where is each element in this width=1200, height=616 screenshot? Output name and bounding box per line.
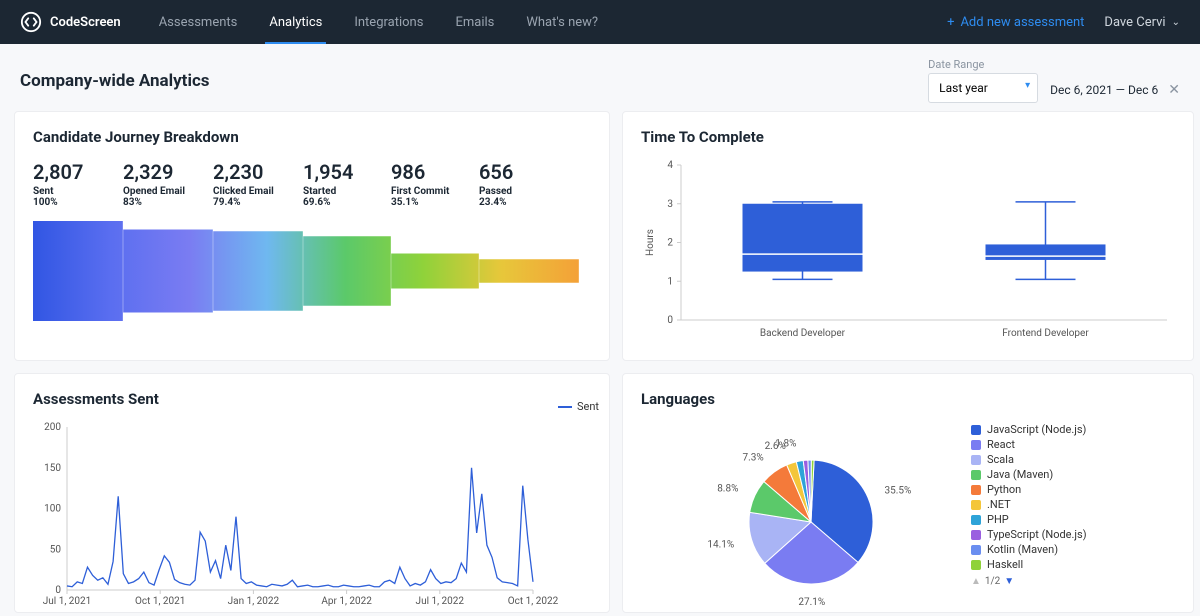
lang-card: Languages 35.5%27.1%14.1%8.8%7.3%2.6%1.8… — [622, 373, 1194, 613]
svg-text:Jan 1, 2022: Jan 1, 2022 — [228, 596, 280, 607]
svg-text:7.3%: 7.3% — [743, 452, 764, 463]
svg-text:Apr 1, 2022: Apr 1, 2022 — [321, 596, 372, 607]
svg-text:35.5%: 35.5% — [885, 485, 912, 496]
date-range-select[interactable]: Last year — [928, 73, 1038, 103]
nav-item-assessments[interactable]: Assessments — [145, 0, 252, 44]
svg-text:100: 100 — [44, 504, 61, 515]
sent-title: Assessments Sent — [33, 390, 591, 408]
page-header: Company-wide Analytics Date Range Last y… — [0, 44, 1200, 111]
lang-title: Languages — [641, 390, 1175, 408]
lang-legend-item: Kotlin (Maven) — [971, 542, 1087, 557]
svg-text:8.8%: 8.8% — [717, 483, 738, 494]
lang-legend-item: Python — [971, 482, 1087, 497]
top-nav: CodeScreen AssessmentsAnalyticsIntegrati… — [0, 0, 1200, 44]
chevron-down-icon: ⌄ — [1172, 17, 1180, 28]
lang-legend-item: JavaScript (Node.js) — [971, 422, 1087, 437]
lang-legend-item: .NET — [971, 497, 1087, 512]
lang-legend-item: Scala — [971, 452, 1087, 467]
date-range-text: Dec 6, 2021 — Dec 6 — [1050, 83, 1158, 97]
svg-text:3: 3 — [667, 199, 673, 210]
svg-text:200: 200 — [44, 422, 61, 433]
svg-text:27.1%: 27.1% — [798, 597, 825, 608]
svg-text:14.1%: 14.1% — [707, 540, 734, 551]
svg-text:Hours: Hours — [645, 229, 656, 256]
sent-legend: Sent — [558, 400, 599, 413]
add-assessment-label: Add new assessment — [960, 15, 1084, 30]
sent-card: Assessments Sent Sent 0 50 100 150 200 Jul 1,… — [14, 373, 610, 613]
sent-chart: 0 50 100 150 200 Jul 1, 2021 Oct 1, 2021 Jan 1,… — [33, 422, 593, 612]
lang-legend-item: Java (Maven) — [971, 467, 1087, 482]
svg-text:1: 1 — [667, 276, 673, 287]
nav-item-emails[interactable]: Emails — [441, 0, 508, 44]
funnel-stage: 1,954Started69.6% — [303, 160, 391, 208]
svg-text:Frontend Developer: Frontend Developer — [1002, 328, 1089, 339]
nav-item-integrations[interactable]: Integrations — [340, 0, 437, 44]
funnel-stage: 2,329Opened Email83% — [123, 160, 213, 208]
funnel-card: Candidate Journey Breakdown 2,807Sent100… — [14, 111, 610, 361]
funnel-stage: 656Passed23.4% — [479, 160, 579, 208]
svg-text:0: 0 — [55, 585, 61, 596]
funnel-stage: 986First Commit35.1% — [391, 160, 479, 208]
brand-label: CodeScreen — [50, 15, 121, 30]
lang-legend-item: Haskell — [971, 557, 1087, 572]
funnel-chart — [33, 216, 593, 326]
svg-text:Backend Developer: Backend Developer — [760, 328, 846, 339]
funnel-stage: 2,807Sent100% — [33, 160, 123, 208]
svg-text:Oct 1, 2021: Oct 1, 2021 — [135, 596, 185, 607]
svg-text:2: 2 — [667, 238, 673, 249]
add-assessment-button[interactable]: + Add new assessment — [947, 15, 1084, 30]
svg-text:1.8%: 1.8% — [775, 438, 796, 449]
lang-legend-item: PHP — [971, 512, 1087, 527]
time-chart: 0 1 2 3 4 Hours Backend Developer Frontend Deve… — [641, 160, 1177, 350]
date-range-label: Date Range — [928, 58, 1038, 71]
lang-legend: JavaScript (Node.js)ReactScalaJava (Mave… — [971, 422, 1087, 572]
nav-item-analytics[interactable]: Analytics — [255, 0, 336, 44]
brand: CodeScreen — [20, 11, 121, 33]
user-menu[interactable]: Dave Cervi ⌄ — [1104, 15, 1180, 30]
svg-text:150: 150 — [44, 463, 61, 474]
funnel-stage: 2,230Clicked Email79.4% — [213, 160, 303, 208]
nav-item-what-s-new-[interactable]: What's new? — [512, 0, 612, 44]
lang-pager[interactable]: ▲1/2▼ — [971, 576, 1087, 587]
time-title: Time To Complete — [641, 128, 1175, 146]
user-name: Dave Cervi — [1104, 15, 1165, 30]
clear-date-icon[interactable]: ✕ — [1168, 82, 1180, 98]
funnel-metrics: 2,807Sent100%2,329Opened Email83%2,230Cl… — [33, 160, 591, 208]
time-card: Time To Complete 0 1 2 3 4 Hours Backend Devel… — [622, 111, 1194, 361]
lang-legend-item: React — [971, 437, 1087, 452]
svg-text:50: 50 — [50, 544, 62, 555]
logo-icon — [20, 11, 42, 33]
funnel-title: Candidate Journey Breakdown — [33, 128, 591, 146]
lang-legend-item: TypeScript (Node.js) — [971, 527, 1087, 542]
svg-text:Jul 1, 2022: Jul 1, 2022 — [416, 596, 465, 607]
plus-icon: + — [947, 15, 954, 30]
svg-text:0: 0 — [667, 315, 673, 326]
svg-text:Jul 1, 2021: Jul 1, 2021 — [43, 596, 92, 607]
nav-items: AssessmentsAnalyticsIntegrationsEmailsWh… — [145, 0, 612, 44]
svg-text:4: 4 — [667, 160, 673, 171]
svg-text:Oct 1, 2022: Oct 1, 2022 — [508, 596, 559, 607]
page-title: Company-wide Analytics — [20, 71, 210, 91]
lang-pie: 35.5%27.1%14.1%8.8%7.3%2.6%1.8% — [641, 422, 941, 612]
